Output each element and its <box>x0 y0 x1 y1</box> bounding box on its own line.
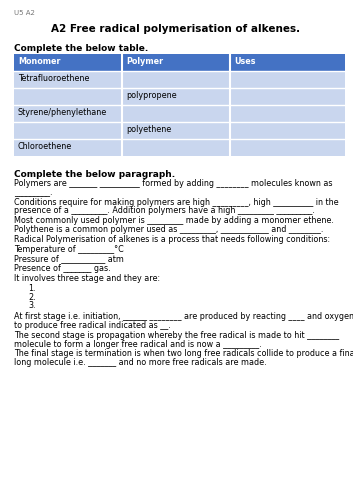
Text: Complete the below paragraph.: Complete the below paragraph. <box>14 170 175 179</box>
Bar <box>122 105 230 122</box>
Text: Temperature of _________°C: Temperature of _________°C <box>14 244 124 254</box>
Text: Uses: Uses <box>234 57 256 66</box>
Text: Polythene is a common polymer used as _________, ____________ and ________.: Polythene is a common polymer used as __… <box>14 225 323 234</box>
Text: A2 Free radical polymerisation of alkenes.: A2 Free radical polymerisation of alkene… <box>52 24 300 34</box>
Text: It involves three stage and they are:: It involves three stage and they are: <box>14 274 160 283</box>
Bar <box>230 122 345 139</box>
Bar <box>230 54 345 71</box>
Bar <box>122 122 230 139</box>
Text: 3.: 3. <box>28 302 36 310</box>
Text: Most commonly used polymer is _________ made by adding a monomer ethene.: Most commonly used polymer is _________ … <box>14 216 334 225</box>
Text: Monomer: Monomer <box>18 57 60 66</box>
Text: The final stage is termination is when two long free radicals collide to produce: The final stage is termination is when t… <box>14 350 353 358</box>
Text: Polymer: Polymer <box>126 57 163 66</box>
Text: Pressure of ___________ atm: Pressure of ___________ atm <box>14 254 124 264</box>
Bar <box>14 88 122 105</box>
Text: Presence of _______ gas.: Presence of _______ gas. <box>14 264 110 273</box>
Bar <box>14 105 122 122</box>
Text: long molecule i.e. _______ and no more free radicals are made.: long molecule i.e. _______ and no more f… <box>14 358 267 367</box>
Text: polypropene: polypropene <box>126 91 176 100</box>
Text: At first stage i.e. initiation, ______ ________ are produced by reacting ____ an: At first stage i.e. initiation, ______ _… <box>14 312 353 321</box>
Text: 1.: 1. <box>28 284 36 293</box>
Bar <box>14 122 122 139</box>
Text: molecule to form a longer free radical and is now a _________.: molecule to form a longer free radical a… <box>14 340 262 348</box>
Text: Styrene/phenylethane: Styrene/phenylethane <box>18 108 107 117</box>
Bar <box>230 71 345 88</box>
Text: 2.: 2. <box>28 292 36 302</box>
Text: Chloroethene: Chloroethene <box>18 142 72 151</box>
Bar <box>230 105 345 122</box>
Text: _________.: _________. <box>14 188 53 197</box>
Text: Conditions require for making polymers are high _________, high __________ in th: Conditions require for making polymers a… <box>14 198 339 206</box>
Bar <box>230 139 345 156</box>
Bar <box>230 88 345 105</box>
Bar <box>14 71 122 88</box>
Bar <box>122 88 230 105</box>
Text: Tetrafluoroethene: Tetrafluoroethene <box>18 74 89 83</box>
Text: The second stage is propagation whereby the free radical is made to hit ________: The second stage is propagation whereby … <box>14 331 339 340</box>
Text: to produce free radical indicated as __.: to produce free radical indicated as __. <box>14 321 171 330</box>
Text: Polymers are _______ __________ formed by adding ________ molecules known as: Polymers are _______ __________ formed b… <box>14 179 333 188</box>
Bar <box>122 54 230 71</box>
Text: presence of a _________. Addition polymers have a high _________ _________.: presence of a _________. Addition polyme… <box>14 206 315 216</box>
Bar <box>122 71 230 88</box>
Bar <box>14 54 122 71</box>
Text: U5 A2: U5 A2 <box>14 10 35 16</box>
Text: Complete the below table.: Complete the below table. <box>14 44 148 53</box>
Text: polyethene: polyethene <box>126 125 171 134</box>
Bar <box>122 139 230 156</box>
Text: Radical Polymerisation of alkenes is a process that needs following conditions:: Radical Polymerisation of alkenes is a p… <box>14 235 330 244</box>
Bar <box>14 139 122 156</box>
